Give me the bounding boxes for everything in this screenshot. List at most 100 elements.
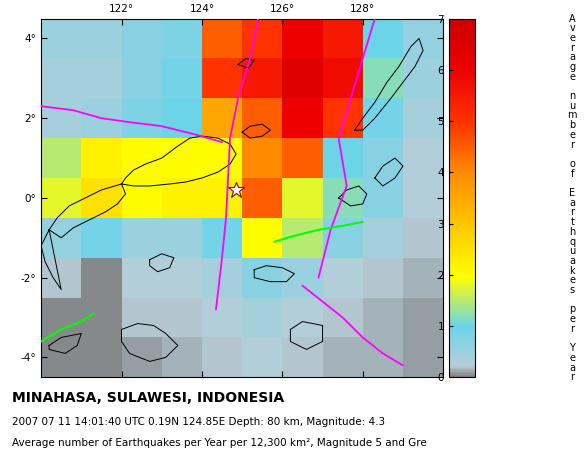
Bar — [202, 178, 242, 218]
Bar — [82, 258, 122, 298]
Bar — [82, 218, 122, 258]
Bar — [202, 19, 242, 58]
Text: Average number of Earthquakes per Year per 12,300 km², Magnitude 5 and Gre: Average number of Earthquakes per Year p… — [12, 438, 427, 448]
Bar — [41, 58, 82, 98]
Bar — [162, 338, 202, 377]
Bar — [282, 98, 323, 138]
Text: e: e — [569, 353, 575, 363]
Bar — [403, 138, 443, 178]
Bar — [323, 298, 363, 338]
Bar — [41, 138, 82, 178]
Text: m: m — [568, 111, 577, 120]
Bar — [363, 178, 403, 218]
Bar — [162, 58, 202, 98]
Bar — [122, 98, 162, 138]
Bar — [162, 19, 202, 58]
Bar — [202, 98, 242, 138]
Bar — [122, 218, 162, 258]
Text: e: e — [569, 33, 575, 43]
Bar — [122, 19, 162, 58]
Bar — [363, 19, 403, 58]
Bar — [282, 19, 323, 58]
Bar — [363, 58, 403, 98]
Bar — [242, 19, 282, 58]
Bar — [363, 298, 403, 338]
Text: g: g — [569, 62, 575, 72]
Text: q: q — [569, 237, 575, 247]
Bar — [41, 338, 82, 377]
Bar — [41, 298, 82, 338]
Text: v: v — [569, 23, 575, 33]
Bar — [323, 218, 363, 258]
Text: a: a — [569, 363, 575, 373]
Bar — [41, 178, 82, 218]
Bar — [162, 258, 202, 298]
Text: a: a — [569, 198, 575, 208]
Bar — [403, 98, 443, 138]
Bar — [202, 138, 242, 178]
Bar — [323, 258, 363, 298]
Bar — [82, 98, 122, 138]
Text: k: k — [569, 266, 575, 275]
Bar — [363, 218, 403, 258]
Bar — [363, 258, 403, 298]
Bar — [403, 338, 443, 377]
Text: e: e — [569, 130, 575, 140]
Bar — [242, 258, 282, 298]
Bar — [363, 138, 403, 178]
Bar — [202, 58, 242, 98]
Bar — [162, 98, 202, 138]
Bar — [282, 298, 323, 338]
Bar — [41, 19, 82, 58]
Text: Y: Y — [569, 343, 575, 353]
Text: A: A — [569, 13, 576, 24]
Bar — [242, 98, 282, 138]
Bar — [403, 178, 443, 218]
Bar — [242, 298, 282, 338]
Bar — [82, 298, 122, 338]
Text: r: r — [571, 43, 574, 53]
Bar — [282, 258, 323, 298]
Bar — [202, 298, 242, 338]
Text: e: e — [569, 314, 575, 324]
Bar — [41, 218, 82, 258]
Bar — [403, 258, 443, 298]
Text: u: u — [569, 101, 575, 111]
Bar — [202, 258, 242, 298]
Bar — [403, 19, 443, 58]
Text: e: e — [569, 72, 575, 81]
Bar — [202, 218, 242, 258]
Text: MINAHASA, SULAWESI, INDONESIA: MINAHASA, SULAWESI, INDONESIA — [12, 391, 284, 405]
Bar — [82, 138, 122, 178]
Bar — [122, 338, 162, 377]
Bar — [323, 338, 363, 377]
Bar — [363, 338, 403, 377]
Text: a: a — [569, 52, 575, 63]
Text: p: p — [569, 305, 575, 314]
Bar — [242, 138, 282, 178]
Bar — [403, 58, 443, 98]
Text: e: e — [569, 275, 575, 285]
Text: s: s — [570, 285, 575, 295]
Bar — [323, 178, 363, 218]
Text: E: E — [569, 188, 575, 198]
Bar — [162, 138, 202, 178]
Bar — [282, 178, 323, 218]
Text: r: r — [571, 139, 574, 150]
Text: 2007 07 11 14:01:40 UTC 0.19N 124.85E Depth: 80 km, Magnitude: 4.3: 2007 07 11 14:01:40 UTC 0.19N 124.85E De… — [12, 417, 385, 427]
Bar — [41, 258, 82, 298]
Bar — [242, 58, 282, 98]
Bar — [282, 338, 323, 377]
Bar — [403, 218, 443, 258]
Bar — [323, 98, 363, 138]
Bar — [122, 178, 162, 218]
Bar — [323, 19, 363, 58]
Text: t: t — [571, 217, 574, 227]
Bar — [363, 98, 403, 138]
Bar — [162, 178, 202, 218]
Bar — [403, 298, 443, 338]
Bar — [162, 218, 202, 258]
Bar — [122, 58, 162, 98]
Text: r: r — [571, 372, 574, 382]
Text: r: r — [571, 207, 574, 218]
